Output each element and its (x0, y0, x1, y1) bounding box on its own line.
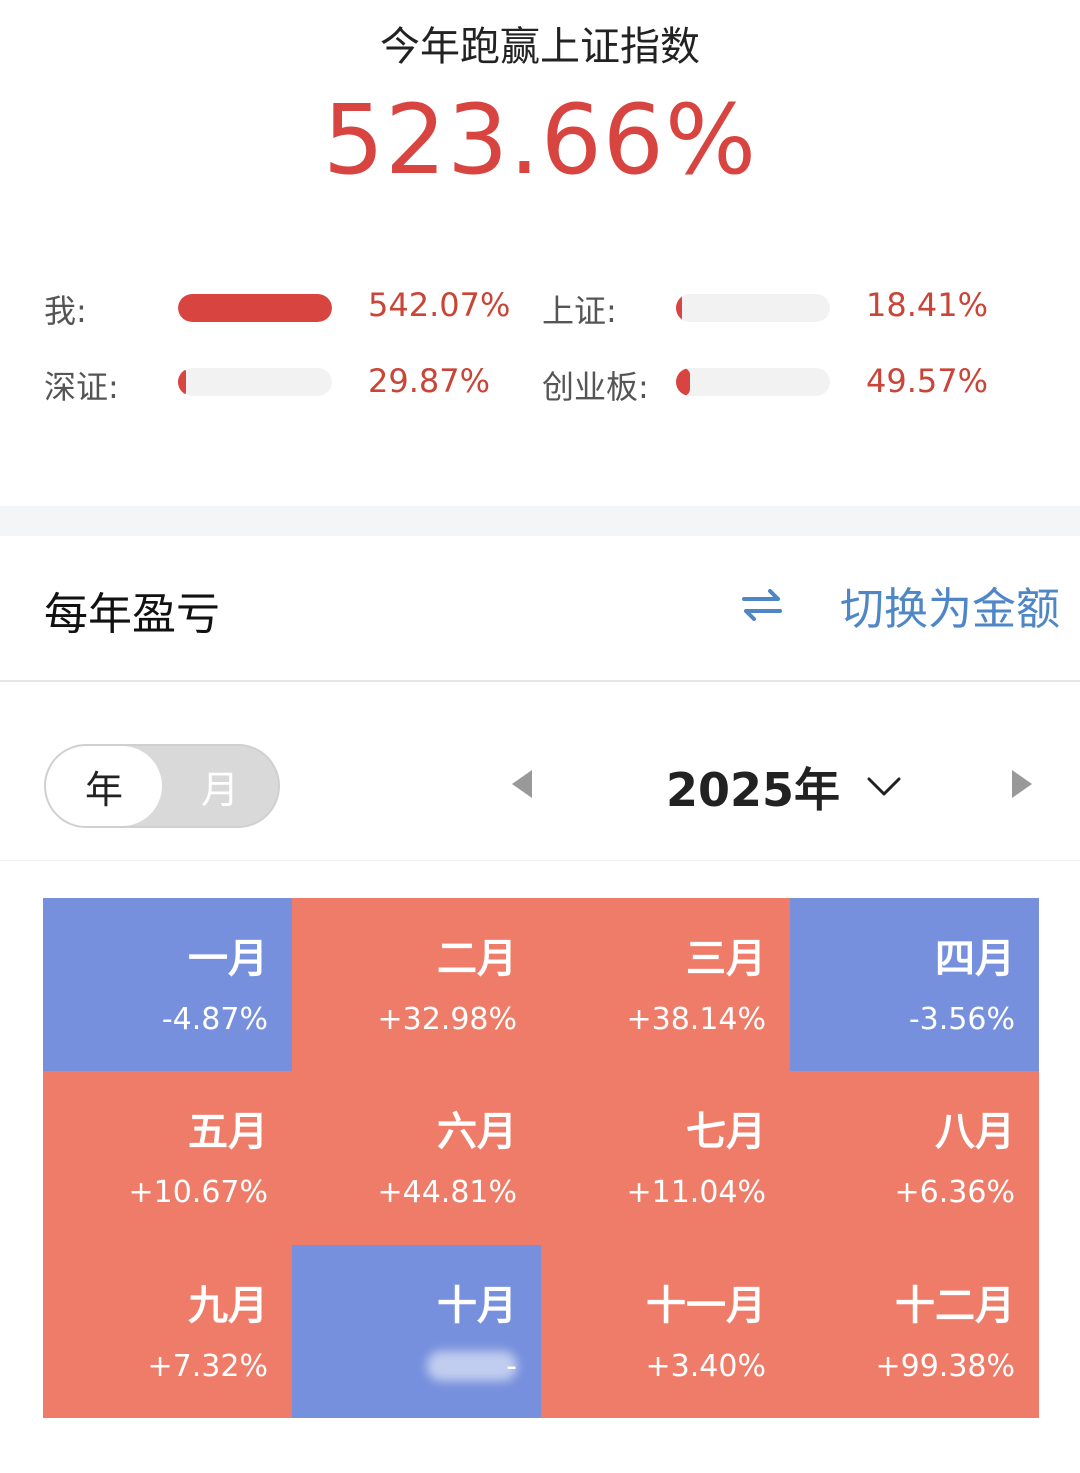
swap-arrows-icon (742, 589, 782, 621)
month-cell[interactable]: 五月 +10.67% (43, 1071, 292, 1245)
comparison-bar-fill (676, 294, 682, 322)
triangle-right-icon[interactable] (1012, 770, 1032, 798)
month-cell[interactable]: 六月 +44.81% (292, 1071, 541, 1245)
month-name: 七月 (686, 1109, 766, 1156)
month-cell[interactable]: 七月 +11.04% (541, 1071, 790, 1245)
month-return: +7.32% (147, 1348, 268, 1384)
comparison-bar-track (676, 294, 830, 322)
section-title: 每年盈亏 (44, 589, 220, 640)
comparison-bar-track (178, 368, 332, 396)
month-cell[interactable]: 八月 +6.36% (790, 1071, 1039, 1245)
month-name: 五月 (188, 1109, 268, 1156)
chevron-down-icon (867, 777, 901, 796)
month-name: 八月 (935, 1109, 1015, 1156)
headline: 今年跑赢上证指数 (380, 24, 700, 70)
month-cell[interactable]: 十二月 +99.38% (790, 1244, 1039, 1418)
month-return: -4.87% (161, 1002, 268, 1037)
month-return: +38.14% (626, 1002, 766, 1037)
month-return: +32.98% (377, 1002, 517, 1037)
comparison-value: 542.07% (368, 286, 511, 324)
divider-line (0, 860, 1080, 861)
comparison-label: 我: (44, 292, 87, 330)
comparison-bar-fill (178, 368, 187, 396)
divider-line (0, 680, 1080, 682)
comparison-bar-track (676, 368, 830, 396)
period-toggle[interactable]: 年 月 (44, 744, 280, 828)
blurred-value-mask (427, 1350, 517, 1381)
comparison-label: 上证: (542, 292, 617, 330)
month-return: +44.81% (377, 1175, 517, 1211)
month-name: 二月 (437, 936, 517, 982)
month-name: 三月 (686, 936, 766, 982)
comparison-value: 49.57% (866, 362, 989, 400)
triangle-left-icon[interactable] (512, 770, 532, 798)
month-cell[interactable]: 一月 -4.87% (43, 898, 292, 1072)
month-cell[interactable]: 九月 +7.32% (43, 1244, 292, 1418)
comparison-bar-track (178, 294, 332, 322)
toggle-year-option[interactable]: 年 (46, 746, 162, 826)
month-name: 四月 (935, 936, 1015, 982)
comparison-bar-fill (178, 294, 332, 322)
outperformance-value: 523.66% (322, 84, 758, 196)
month-return: +10.67% (128, 1175, 268, 1211)
year-label: 2025年 (666, 763, 841, 817)
month-return: -3.56% (908, 1002, 1015, 1037)
comparison-label: 深证: (44, 368, 119, 406)
month-cell[interactable]: 十一月 +3.40% (541, 1244, 790, 1418)
month-return: +11.04% (626, 1175, 766, 1211)
section-divider (0, 506, 1080, 536)
comparison-bar-fill (676, 368, 690, 396)
comparison-label: 创业板: (542, 368, 649, 406)
month-return: +6.36% (894, 1175, 1015, 1211)
toggle-month-option[interactable]: 月 (200, 767, 239, 812)
month-cell[interactable]: 四月 -3.56% (790, 898, 1039, 1072)
month-return: +99.38% (875, 1348, 1015, 1384)
month-cell[interactable]: 三月 +38.14% (541, 898, 790, 1072)
month-name: 九月 (188, 1282, 268, 1329)
month-name: 一月 (188, 936, 268, 982)
switch-label: 切换为金额 (840, 584, 1060, 635)
comparison-value: 18.41% (866, 286, 989, 324)
year-dropdown[interactable]: 2025年 (666, 752, 902, 822)
comparison-value: 29.87% (368, 362, 491, 400)
month-name: 十月 (437, 1282, 517, 1329)
month-cell[interactable]: 二月 +32.98% (292, 898, 541, 1072)
switch-to-amount-button[interactable]: 切换为金额 (736, 572, 1060, 638)
monthly-returns-grid: 一月 -4.87% 二月 +32.98% 三月 +38.14% 四月 -3.56% 五月 +10.… (43, 898, 1039, 1418)
month-name: 十二月 (895, 1282, 1015, 1329)
month-name: 六月 (437, 1109, 517, 1156)
month-cell[interactable]: 十月- (292, 1244, 541, 1418)
month-return: +3.40% (645, 1348, 766, 1384)
month-name: 十一月 (646, 1282, 766, 1329)
